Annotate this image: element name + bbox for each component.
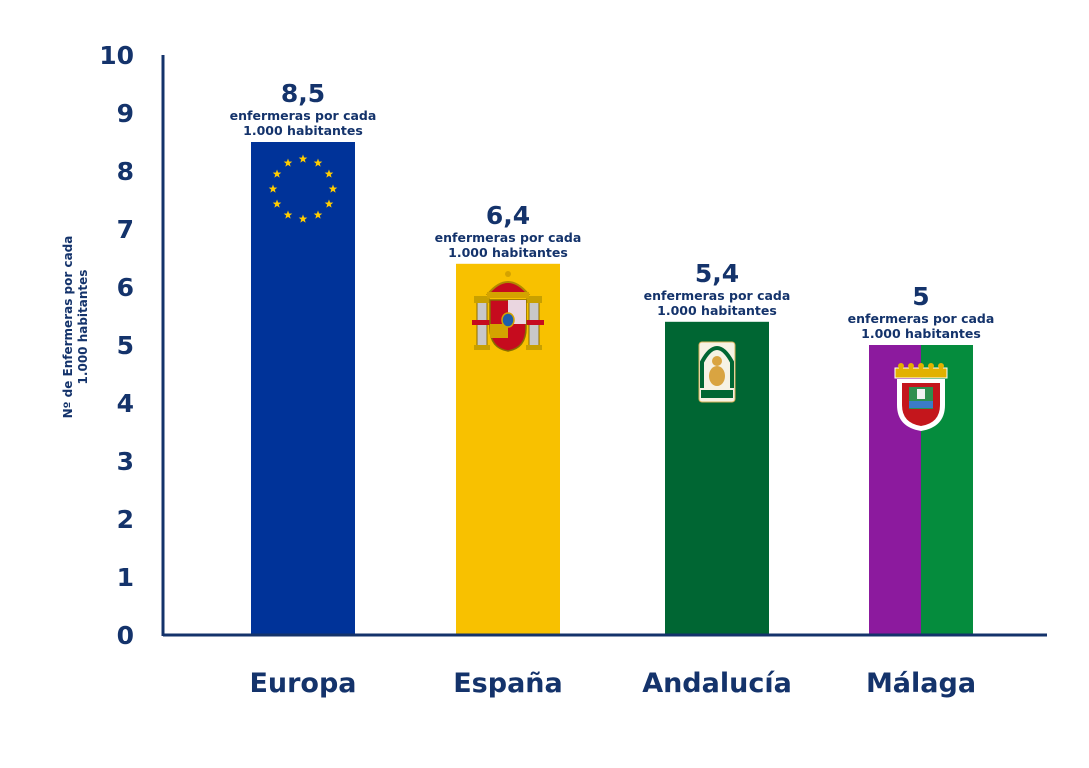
y-tick-label: 2 [117, 505, 134, 534]
y-tick-label: 3 [117, 447, 134, 476]
data-label-value: 8,5 [281, 79, 325, 108]
andalucia-coat-of-arms-icon [698, 341, 736, 403]
y-tick-label: 8 [117, 157, 134, 186]
bars [251, 142, 973, 635]
y-axis-ticks: 0 1 2 3 4 5 6 7 8 9 10 [99, 41, 134, 650]
y-axis-label-line-2: 1.000 habitantes [76, 270, 90, 385]
data-label-unit-line-2: 1.000 habitantes [448, 245, 568, 260]
x-axis-categories: Europa España Andalucía Málaga [249, 668, 976, 699]
malaga-coat-of-arms-icon [894, 363, 948, 431]
data-label-unit-line-1: enfermeras por cada [644, 288, 791, 303]
y-axis-label-line-1: Nº de Enfermeras por cada [61, 236, 75, 419]
spain-coat-of-arms-icon [472, 271, 544, 352]
y-tick-label: 4 [117, 389, 134, 418]
y-tick-label: 9 [117, 99, 134, 128]
data-label-value: 6,4 [486, 201, 530, 230]
x-category-label: Andalucía [642, 668, 792, 699]
bar-decorations [268, 154, 948, 431]
data-label-value: 5 [912, 282, 929, 311]
y-tick-label: 0 [117, 621, 134, 650]
eu-stars-icon [268, 154, 338, 223]
y-tick-label: 7 [117, 215, 134, 244]
y-axis-label: Nº de Enfermeras por cada 1.000 habitant… [61, 236, 90, 419]
data-label-unit-line-1: enfermeras por cada [435, 230, 582, 245]
data-label-unit-line-2: 1.000 habitantes [657, 303, 777, 318]
x-category-label: España [453, 668, 563, 699]
y-tick-label: 10 [99, 41, 134, 70]
y-tick-label: 6 [117, 273, 134, 302]
bar-0 [251, 142, 355, 635]
data-label-value: 5,4 [695, 259, 739, 288]
x-category-label: Málaga [866, 668, 976, 699]
y-tick-label: 1 [117, 563, 134, 592]
data-label-unit-line-2: 1.000 habitantes [243, 123, 363, 138]
data-label-unit-line-1: enfermeras por cada [848, 311, 995, 326]
y-tick-label: 5 [117, 331, 134, 360]
data-label-unit-line-1: enfermeras por cada [230, 108, 377, 123]
x-category-label: Europa [249, 668, 356, 699]
data-label-unit-line-2: 1.000 habitantes [861, 326, 981, 341]
